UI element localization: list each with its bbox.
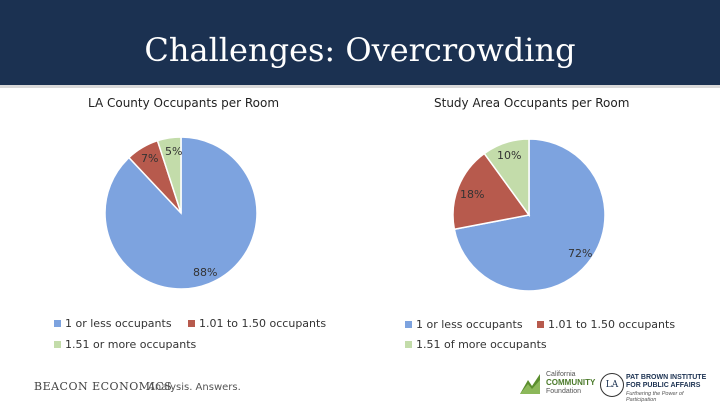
chart1-legend-item-2: 1.01 to 1.50 occupants <box>188 317 326 330</box>
chart2-label-cat3: 10% <box>497 149 522 162</box>
chart1-pie <box>104 136 258 290</box>
la-seal-icon: LA <box>600 373 624 397</box>
slide-header <box>0 0 720 88</box>
foundation-line1: California <box>546 371 576 378</box>
foundation-mark-icon <box>520 374 540 394</box>
institute-line1: PAT BROWN INSTITUTE <box>626 374 707 381</box>
foundation-line3: Foundation <box>546 388 582 395</box>
header-divider <box>0 85 720 88</box>
chart1-slice-3 <box>156 136 182 214</box>
institute-name: PAT BROWN INSTITUTE FOR PUBLIC AFFAIRS <box>626 374 706 390</box>
legend-label: 1.01 to 1.50 occupants <box>199 317 327 330</box>
chart1-label-cat2: 7% <box>141 152 159 165</box>
legend-swatch <box>188 320 195 327</box>
chart1-label-cat1: 88% <box>193 266 218 279</box>
legend-swatch <box>54 341 61 348</box>
legend-label: 1 or less occupants <box>65 317 172 330</box>
legend-swatch <box>405 321 412 328</box>
chart2-pie <box>452 138 606 292</box>
legend-label: 1 or less occupants <box>416 318 523 331</box>
slide-title: Challenges: Overcrowding <box>144 31 576 69</box>
foundation-line2: COMMUNITY <box>546 378 596 387</box>
pat-brown-institute-logo: LA PAT BROWN INSTITUTE FOR PUBLIC AFFAIR… <box>600 368 712 403</box>
chart1-label-cat3: 5% <box>165 145 183 158</box>
chart2-label-cat2: 18% <box>460 188 485 201</box>
chart1-legend-item-1: 1 or less occupants <box>54 317 172 330</box>
chart2-legend-item-1: 1 or less occupants <box>405 318 523 331</box>
chart1-title: LA County Occupants per Room <box>88 96 280 110</box>
legend-swatch <box>54 320 61 327</box>
institute-line2: FOR PUBLIC AFFAIRS <box>626 382 701 389</box>
community-foundation-logo: California COMMUNITY Foundation <box>518 368 598 400</box>
chart2-legend-item-3: 1.51 of more occupants <box>405 338 547 351</box>
chart2-title: Study Area Occupants per Room <box>434 96 630 110</box>
legend-swatch <box>537 321 544 328</box>
footer-brand: BEACON ECONOMICS <box>34 380 173 393</box>
footer-tagline: Analysis. Answers. <box>148 382 241 393</box>
foundation-text: California COMMUNITY Foundation <box>546 371 595 396</box>
chart2-label-cat1: 72% <box>568 247 593 260</box>
legend-swatch <box>405 341 412 348</box>
legend-label: 1.51 or more occupants <box>65 338 197 351</box>
legend-label: 1.01 to 1.50 occupants <box>548 318 676 331</box>
chart2-slice-2 <box>452 152 531 231</box>
chart2-legend-item-2: 1.01 to 1.50 occupants <box>537 318 675 331</box>
institute-tagline: Furthering the Power of Participation <box>626 391 684 403</box>
legend-label: 1.51 of more occupants <box>416 338 547 351</box>
chart1-legend-item-3: 1.51 or more occupants <box>54 338 196 351</box>
chart2-slice-3 <box>483 138 530 218</box>
